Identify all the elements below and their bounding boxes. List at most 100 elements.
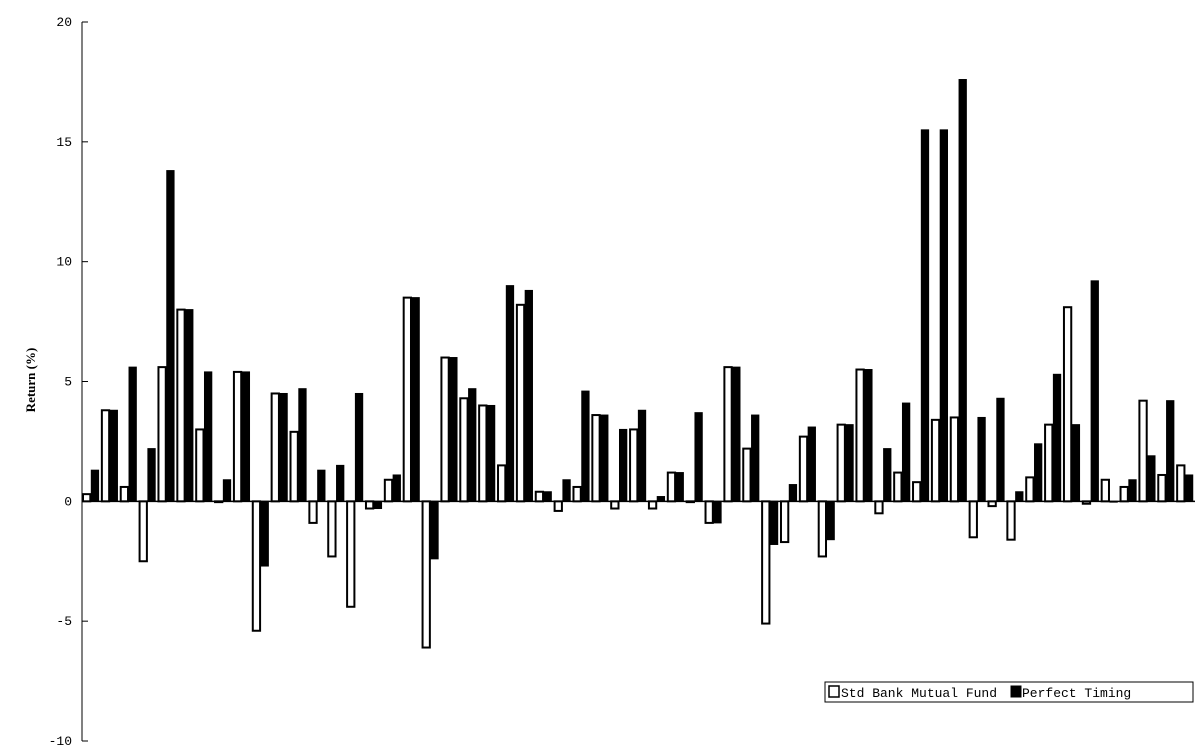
bar-perfect-timing (619, 428, 628, 502)
bar-perfect-timing (411, 297, 420, 502)
y-tick-label: 20 (56, 15, 72, 30)
bar-perfect-timing (128, 366, 137, 502)
bar-perfect-timing (468, 388, 477, 502)
bar-perfect-timing (449, 357, 458, 502)
bar-perfect-timing (298, 388, 307, 502)
bar-perfect-timing (826, 500, 835, 541)
bar-perfect-timing (1184, 474, 1194, 502)
bar-std-bank (704, 500, 714, 524)
bar-perfect-timing (713, 500, 722, 524)
bar-std-bank (270, 392, 280, 503)
bar-perfect-timing (505, 285, 515, 502)
bar-perfect-timing (920, 129, 930, 502)
bar-std-bank (459, 397, 469, 503)
bar-std-bank (836, 423, 846, 503)
bar-perfect-timing (751, 414, 760, 502)
bar-perfect-timing (1166, 400, 1175, 502)
bar-perfect-timing (732, 366, 741, 502)
bar-std-bank (1062, 306, 1073, 503)
legend-label-perfect-timing: Perfect Timing (1022, 686, 1131, 701)
bar-perfect-timing (486, 404, 496, 502)
bar-perfect-timing (524, 289, 533, 502)
bar-std-bank (421, 500, 431, 649)
bar-perfect-timing (675, 472, 684, 502)
bar-perfect-timing (788, 484, 798, 502)
bar-std-bank (912, 481, 922, 503)
bar-perfect-timing (354, 392, 364, 502)
bar-perfect-timing (373, 500, 383, 510)
bar-perfect-timing (241, 371, 251, 502)
bar-std-bank (610, 500, 620, 510)
bar-std-bank (138, 500, 148, 563)
bar-perfect-timing (807, 426, 816, 502)
bar-std-bank (119, 485, 130, 503)
y-tick-label: 10 (56, 255, 72, 270)
bar-std-bank (346, 500, 356, 608)
bar-perfect-timing (600, 414, 609, 502)
bar-std-bank (364, 500, 375, 510)
bars (82, 79, 1194, 649)
bar-perfect-timing (317, 469, 326, 502)
bar-std-bank (232, 370, 243, 503)
legend-swatch-perfect-timing (1010, 685, 1022, 698)
bar-std-bank (402, 296, 412, 503)
bar-std-bank (478, 404, 488, 503)
bar-perfect-timing (392, 474, 401, 502)
y-axis: 20 15 10 5 0 -5 -10 (49, 15, 88, 745)
bar-perfect-timing (1034, 443, 1043, 502)
bar-std-bank (82, 493, 92, 503)
bar-std-bank (874, 500, 884, 515)
bar-perfect-timing (883, 448, 892, 502)
bar-std-bank (798, 435, 809, 503)
bar-std-bank (534, 490, 545, 503)
bar-std-bank (1119, 485, 1129, 503)
bar-perfect-timing (90, 469, 100, 502)
bar-std-bank (1044, 423, 1054, 503)
bar-perfect-timing (1090, 280, 1099, 502)
y-tick-label: -10 (49, 734, 72, 745)
bar-std-bank (949, 416, 960, 503)
bar-perfect-timing (279, 392, 288, 502)
bar-perfect-timing (222, 479, 232, 502)
legend-swatch-std-bank (828, 685, 840, 698)
bar-perfect-timing (581, 390, 590, 502)
bar-std-bank (1176, 464, 1186, 503)
bar-std-bank (591, 414, 601, 503)
bar-std-bank (497, 464, 507, 503)
bar-perfect-timing (901, 402, 911, 502)
bar-perfect-timing (166, 170, 175, 502)
bar-perfect-timing (185, 309, 194, 502)
bar-std-bank (289, 430, 299, 503)
bar-std-bank (327, 500, 337, 558)
bar-std-bank (251, 500, 262, 632)
bar-perfect-timing (562, 479, 571, 502)
bar-perfect-timing (864, 369, 873, 502)
bar-std-bank (1138, 399, 1148, 503)
bar-perfect-timing (1147, 455, 1156, 502)
bar-perfect-timing (694, 412, 703, 502)
bar-std-bank (1006, 500, 1016, 541)
bar-std-bank (1100, 478, 1110, 503)
bar-std-bank (647, 500, 658, 510)
bar-perfect-timing (845, 424, 854, 502)
bar-std-bank (553, 500, 563, 512)
bar-perfect-timing (996, 397, 1005, 502)
bar-perfect-timing (147, 448, 156, 502)
bar-std-bank (893, 471, 903, 503)
bar-std-bank (1157, 473, 1167, 503)
bar-std-bank (440, 356, 450, 503)
bar-std-bank (779, 500, 790, 544)
bar-perfect-timing (977, 416, 986, 502)
bar-std-bank (1025, 476, 1035, 503)
bar-std-bank (855, 368, 865, 503)
bar-perfect-timing (1052, 373, 1062, 502)
bar-std-bank (383, 478, 394, 503)
bar-std-bank (308, 500, 318, 524)
bar-std-bank (723, 366, 733, 503)
legend: Std Bank Mutual Fund Perfect Timing (824, 681, 1194, 703)
bar-std-bank (666, 471, 677, 503)
bar-perfect-timing (203, 371, 213, 502)
bar-perfect-timing (1015, 491, 1024, 502)
bar-std-bank (195, 428, 205, 503)
